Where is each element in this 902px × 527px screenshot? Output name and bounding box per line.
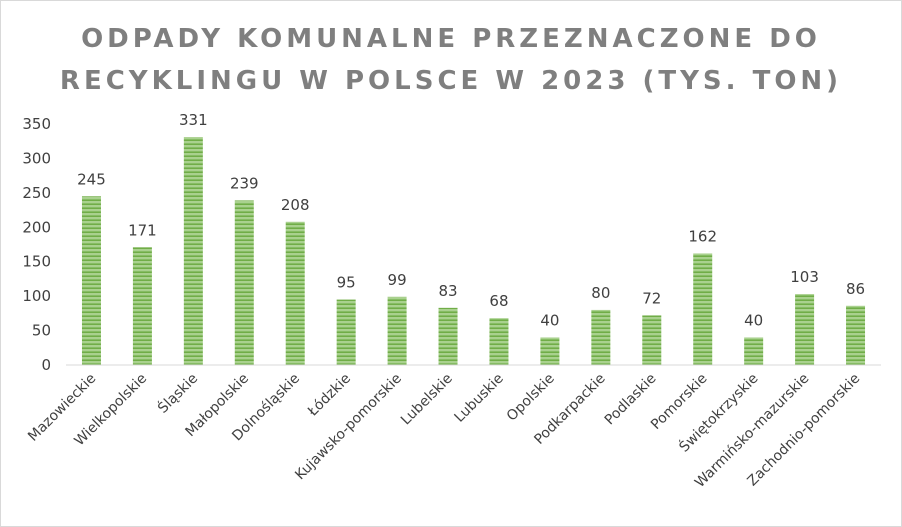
data-label: 83 (438, 282, 457, 300)
chart-title-line-2: RECYKLINGU W POLSCE W 2023 (TYS. TON) (60, 66, 842, 96)
bar (336, 299, 356, 365)
bar (489, 318, 509, 365)
data-label: 86 (846, 280, 865, 298)
y-axis: 0 50 100 150 200 250 300 350 (22, 115, 51, 374)
data-label: 103 (790, 268, 819, 286)
x-tick-label: Kujawsko-pomorskie (292, 371, 405, 484)
bar (693, 253, 713, 365)
data-label: 239 (230, 174, 259, 192)
bar (81, 196, 101, 365)
bar (438, 307, 458, 365)
bar (642, 315, 662, 365)
y-tick-label: 200 (22, 218, 51, 236)
data-label: 80 (591, 284, 610, 302)
y-tick-label: 250 (22, 184, 51, 202)
data-label: 162 (688, 227, 717, 245)
data-label: 245 (77, 170, 106, 188)
x-tick-label: Łódzkie (304, 371, 354, 421)
data-label: 331 (179, 111, 208, 129)
x-tick-label: Lubuskie (452, 371, 507, 426)
data-label: 40 (744, 311, 763, 329)
data-label: 171 (128, 221, 157, 239)
bar (795, 294, 815, 365)
bar (132, 247, 152, 365)
x-tick-label: Lubelskie (398, 371, 456, 429)
y-tick-label: 350 (22, 115, 51, 133)
data-label: 99 (388, 271, 407, 289)
data-label: 95 (337, 274, 356, 292)
bar-series (81, 137, 866, 365)
data-label: 68 (489, 292, 508, 310)
data-labels: 245 171 331 239 208 95 99 83 68 40 80 72 162 40 103 86 (77, 111, 865, 329)
bar (387, 296, 407, 365)
y-tick-label: 300 (22, 149, 51, 167)
bar (285, 221, 305, 365)
y-tick-label: 150 (22, 253, 51, 271)
x-tick-label: Opolskie (504, 371, 558, 425)
bar (183, 137, 203, 365)
y-tick-label: 50 (32, 322, 51, 340)
y-tick-label: 100 (22, 287, 51, 305)
bar (744, 337, 764, 365)
bar (234, 200, 254, 365)
bar (591, 309, 611, 365)
data-label: 40 (540, 311, 559, 329)
y-tick-label: 0 (41, 356, 51, 374)
chart-title-line-1: ODPADY KOMUNALNE PRZEZNACZONE DO (81, 24, 821, 54)
data-label: 72 (642, 289, 661, 307)
bar (540, 337, 560, 365)
data-label: 208 (281, 196, 310, 214)
x-tick-label: Śląskie (154, 369, 202, 417)
bar (846, 305, 866, 365)
